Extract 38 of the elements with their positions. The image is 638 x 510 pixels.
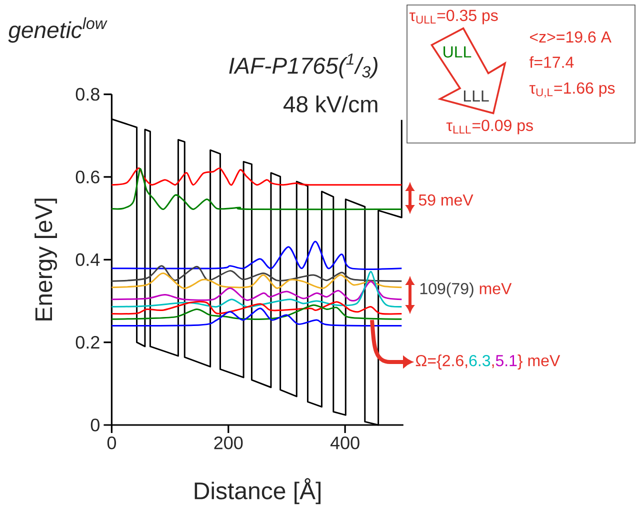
text: 59 meV	[418, 194, 474, 206]
line-series	[110, 308, 402, 327]
y-tick-label: 0.2	[76, 336, 100, 349]
x-tick-label: 400	[330, 436, 360, 450]
y-tick-label: 0	[90, 418, 100, 432]
line-series	[110, 168, 402, 210]
chart-title: genetic$^{low}$	[8, 17, 108, 43]
text: τ$_{LLL}$=0.09 ps	[446, 120, 533, 134]
chart-subtitle: IAF-P1765($^{1}$/$_{3}$)	[229, 54, 378, 78]
line-series	[110, 167, 402, 186]
text: Ω={2.6,	[416, 354, 468, 370]
text: f=17.4	[529, 56, 574, 68]
text: LLL	[464, 90, 489, 102]
line-series	[110, 270, 402, 308]
text: τ$_{ULL}$=0.35 ps	[409, 10, 498, 24]
text: <z>=19.6 A	[530, 31, 612, 43]
text: } meV	[518, 354, 560, 370]
text: meV	[480, 283, 512, 294]
line-series	[110, 272, 402, 289]
line-series	[110, 304, 402, 320]
text: 5.1	[496, 355, 517, 366]
x-axis-title: Distance [Å]	[194, 478, 320, 504]
y-tick-label: 0.4	[76, 253, 100, 266]
annotation: 48 kV/cm	[283, 96, 378, 112]
line-series	[110, 280, 402, 302]
line-series	[110, 300, 402, 315]
line-series	[110, 240, 402, 270]
text: τ$_{U,L}$=1.66 ps	[529, 82, 615, 98]
y-tick-label: 0.6	[76, 170, 100, 184]
y-tick-label: 0.8	[76, 88, 100, 101]
line-series	[110, 265, 402, 282]
text: ,	[492, 364, 494, 368]
y-axis-title: Energy [eV]	[34, 198, 57, 320]
text: ULL	[444, 46, 472, 58]
text: 6.3	[469, 354, 490, 366]
text: 109(79)	[420, 282, 474, 298]
x-tick-label: 0	[107, 436, 116, 450]
x-tick-label: 200	[214, 436, 243, 450]
